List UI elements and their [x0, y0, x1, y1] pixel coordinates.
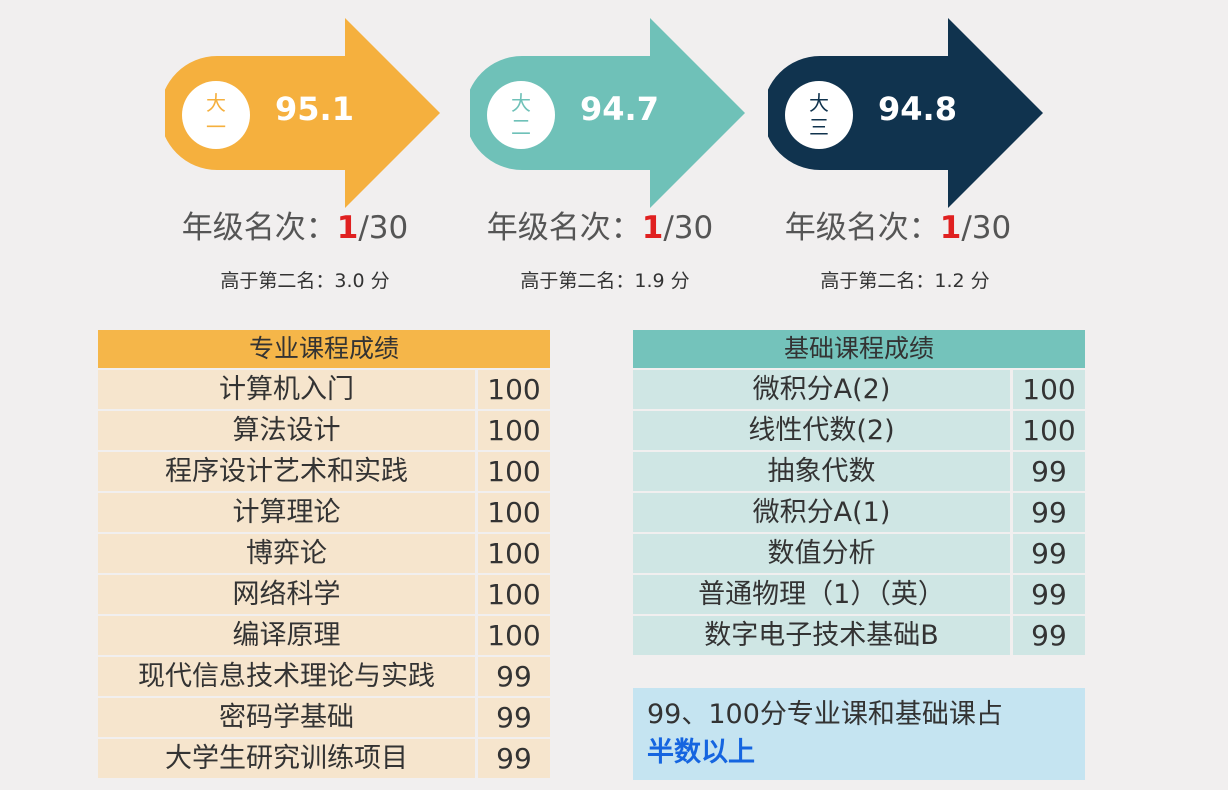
- table-row: 数值分析 99: [633, 534, 1085, 573]
- course-name: 网络科学: [98, 575, 475, 614]
- rank-total: /30: [358, 210, 409, 246]
- course-score: 99: [1013, 452, 1085, 491]
- table-row: 现代信息技术理论与实践 99: [98, 657, 550, 696]
- course-score: 99: [1013, 616, 1085, 655]
- rank-number: 1: [336, 210, 359, 246]
- year-2-rank: 年级名次：1/30: [450, 202, 750, 247]
- course-score: 99: [1013, 534, 1085, 573]
- course-score: 100: [478, 616, 550, 655]
- course-name: 线性代数(2): [633, 411, 1010, 450]
- basic-course-table: 基础课程成绩 微积分A(2) 100 线性代数(2) 100 抽象代数 99 微积分A…: [633, 330, 1085, 655]
- year-2-arrow: 大 二 94.7: [470, 18, 745, 208]
- course-score: 100: [478, 411, 550, 450]
- course-name: 密码学基础: [98, 698, 475, 737]
- year-circle: 大 二: [487, 81, 555, 149]
- course-name: 大学生研究训练项目: [98, 739, 475, 778]
- course-score: 100: [478, 534, 550, 573]
- table-row: 抽象代数 99: [633, 452, 1085, 491]
- table-row: 博弈论 100: [98, 534, 550, 573]
- rank-prefix: 年级名次：: [486, 210, 642, 246]
- year-score: 94.8: [878, 90, 957, 128]
- year-3-rank: 年级名次：1/30: [748, 202, 1048, 247]
- course-score: 100: [478, 452, 550, 491]
- year-score: 94.7: [580, 90, 659, 128]
- course-name: 数字电子技术基础B: [633, 616, 1010, 655]
- course-name: 微积分A(1): [633, 493, 1010, 532]
- year-score: 95.1: [275, 90, 354, 128]
- table-row: 数字电子技术基础B 99: [633, 616, 1085, 655]
- course-score: 99: [478, 657, 550, 696]
- course-score: 99: [1013, 493, 1085, 532]
- course-name: 博弈论: [98, 534, 475, 573]
- note-text: 99、100分专业课和基础课占: [647, 699, 1003, 730]
- course-score: 100: [478, 575, 550, 614]
- course-score: 100: [1013, 370, 1085, 409]
- course-name: 现代信息技术理论与实践: [98, 657, 475, 696]
- year-1-rank: 年级名次：1/30: [145, 202, 445, 247]
- summary-note: 99、100分专业课和基础课占 半数以上: [633, 688, 1085, 780]
- course-name: 微积分A(2): [633, 370, 1010, 409]
- table-row: 算法设计 100: [98, 411, 550, 450]
- year-label-top: 大: [511, 91, 531, 115]
- course-name: 编译原理: [98, 616, 475, 655]
- course-score: 99: [478, 698, 550, 737]
- arrow-shape-icon: [470, 18, 745, 208]
- table-row: 网络科学 100: [98, 575, 550, 614]
- year-label-top: 大: [206, 91, 226, 115]
- course-name: 数值分析: [633, 534, 1010, 573]
- year-1-gap: 高于第二名：3.0 分: [220, 270, 390, 292]
- course-score: 99: [478, 739, 550, 778]
- year-3-arrow: 大 三 94.8: [768, 18, 1043, 208]
- course-name: 普通物理（1）（英）: [633, 575, 1010, 614]
- year-label-top: 大: [809, 91, 829, 115]
- year-1-arrow: 大 一 95.1: [165, 18, 440, 208]
- major-table-title: 专业课程成绩: [98, 330, 550, 368]
- table-row: 密码学基础 99: [98, 698, 550, 737]
- table-row: 线性代数(2) 100: [633, 411, 1085, 450]
- table-row: 普通物理（1）（英） 99: [633, 575, 1085, 614]
- course-name: 抽象代数: [633, 452, 1010, 491]
- year-circle: 大 三: [785, 81, 853, 149]
- year-circle: 大 一: [182, 81, 250, 149]
- year-2-gap: 高于第二名：1.9 分: [520, 270, 690, 292]
- table-row: 编译原理 100: [98, 616, 550, 655]
- note-highlight: 半数以上: [647, 737, 755, 768]
- course-score: 100: [478, 370, 550, 409]
- course-score: 100: [1013, 411, 1085, 450]
- table-row: 程序设计艺术和实践 100: [98, 452, 550, 491]
- table-row: 微积分A(2) 100: [633, 370, 1085, 409]
- course-name: 计算机入门: [98, 370, 475, 409]
- course-name: 算法设计: [98, 411, 475, 450]
- rank-number: 1: [939, 210, 962, 246]
- year-label-bottom: 一: [206, 115, 226, 139]
- rank-prefix: 年级名次：: [181, 210, 337, 246]
- table-row: 计算机入门 100: [98, 370, 550, 409]
- rank-number: 1: [641, 210, 664, 246]
- table-row: 微积分A(1) 99: [633, 493, 1085, 532]
- arrow-shape-icon: [165, 18, 440, 208]
- course-name: 计算理论: [98, 493, 475, 532]
- table-row: 计算理论 100: [98, 493, 550, 532]
- year-label-bottom: 二: [511, 115, 531, 139]
- course-name: 程序设计艺术和实践: [98, 452, 475, 491]
- major-course-table: 专业课程成绩 计算机入门 100 算法设计 100 程序设计艺术和实践 100 计算理…: [98, 330, 550, 778]
- rank-total: /30: [663, 210, 714, 246]
- course-score: 99: [1013, 575, 1085, 614]
- rank-total: /30: [961, 210, 1012, 246]
- course-score: 100: [478, 493, 550, 532]
- year-3-gap: 高于第二名：1.2 分: [820, 270, 990, 292]
- year-label-bottom: 三: [809, 115, 829, 139]
- rank-prefix: 年级名次：: [784, 210, 940, 246]
- basic-table-title: 基础课程成绩: [633, 330, 1085, 368]
- table-row: 大学生研究训练项目 99: [98, 739, 550, 778]
- arrow-shape-icon: [768, 18, 1043, 208]
